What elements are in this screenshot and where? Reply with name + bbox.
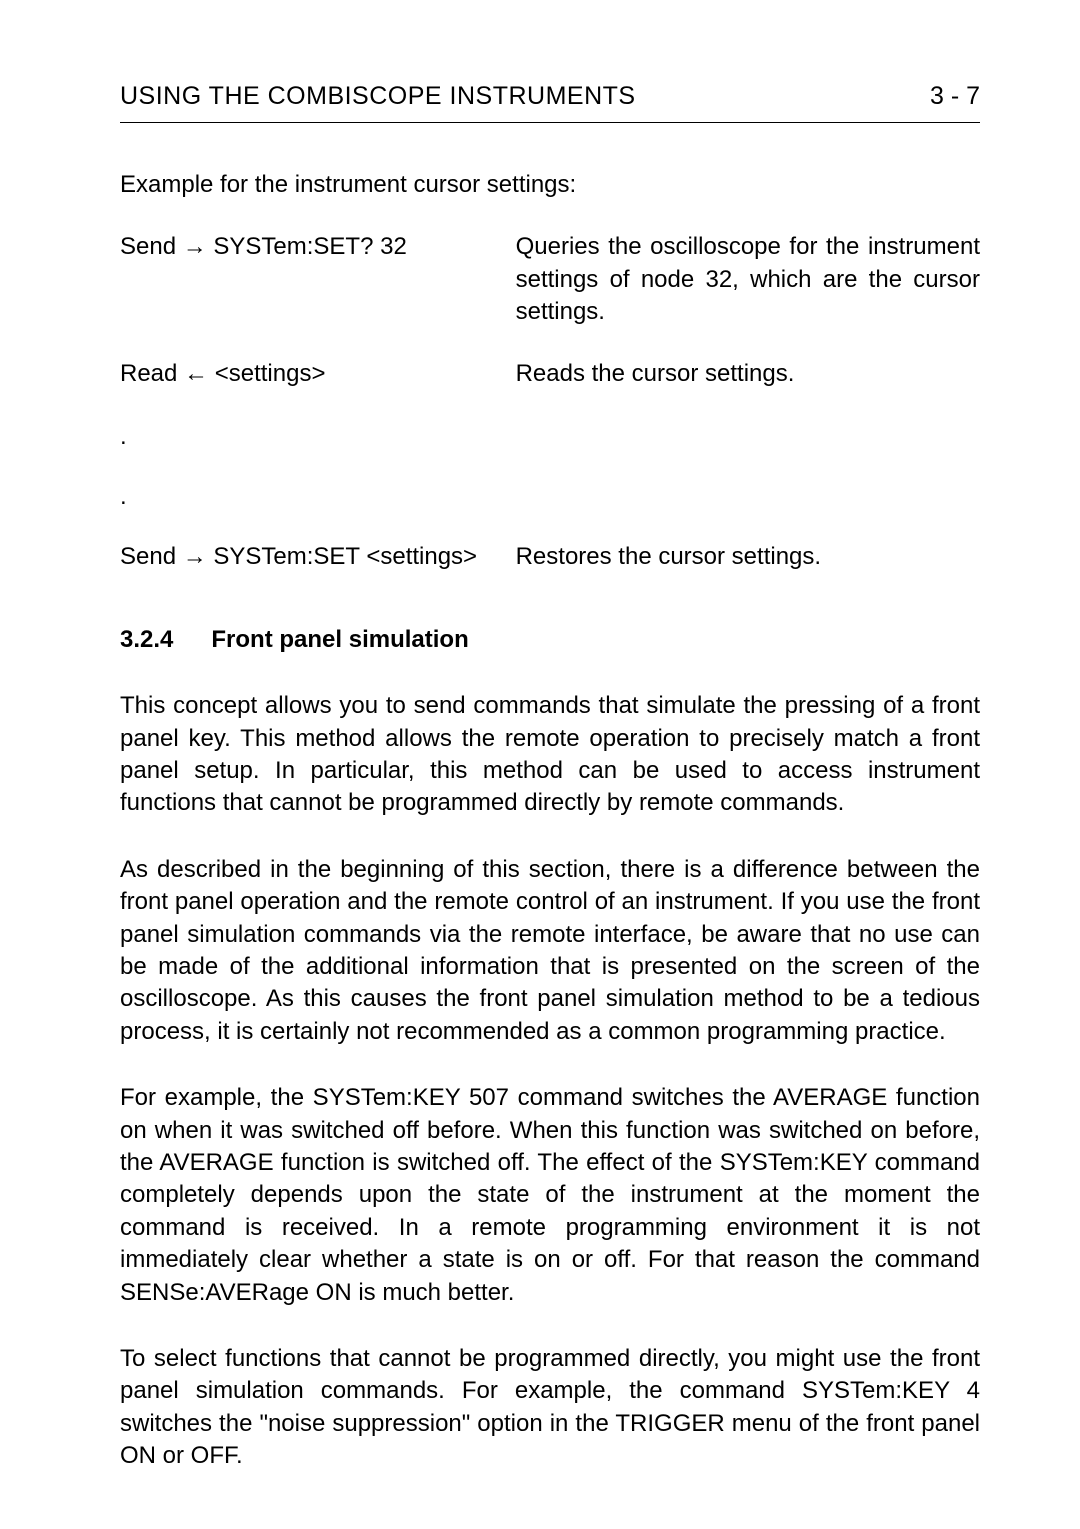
example-row-3: Send → SYSTem:SET <settings> Restores th… [120,541,980,573]
body-paragraph: As described in the beginning of this se… [120,854,980,1048]
intro-text: Example for the instrument cursor settin… [120,169,980,201]
ellipsis-dot: . [120,421,980,453]
body-paragraph: For example, the SYSTem:KEY 507 command … [120,1082,980,1309]
page-header: USING THE COMBISCOPE INSTRUMENTS 3 - 7 [120,80,980,123]
example-command: Read ← <settings> [120,358,516,390]
body-paragraph: To select functions that cannot be progr… [120,1343,980,1473]
section-number: 3.2.4 [120,624,173,656]
header-title: USING THE COMBISCOPE INSTRUMENTS [120,80,636,114]
section-title: Front panel simulation [211,624,468,656]
example-command: Send → SYSTem:SET <settings> [120,541,516,573]
example-description: Queries the oscilloscope for the instrum… [516,231,980,328]
section-heading: 3.2.4 Front panel simulation [120,624,980,656]
example-description: Restores the cursor settings. [516,541,980,573]
example-description: Reads the cursor settings. [516,358,980,390]
page-number: 3 - 7 [930,80,980,114]
body-paragraph: This concept allows you to send commands… [120,690,980,820]
example-row-1: Send → SYSTem:SET? 32 Queries the oscill… [120,231,980,328]
ellipsis-dot: . [120,481,980,513]
example-command: Send → SYSTem:SET? 32 [120,231,516,328]
example-row-2: Read ← <settings> Reads the cursor setti… [120,358,980,390]
